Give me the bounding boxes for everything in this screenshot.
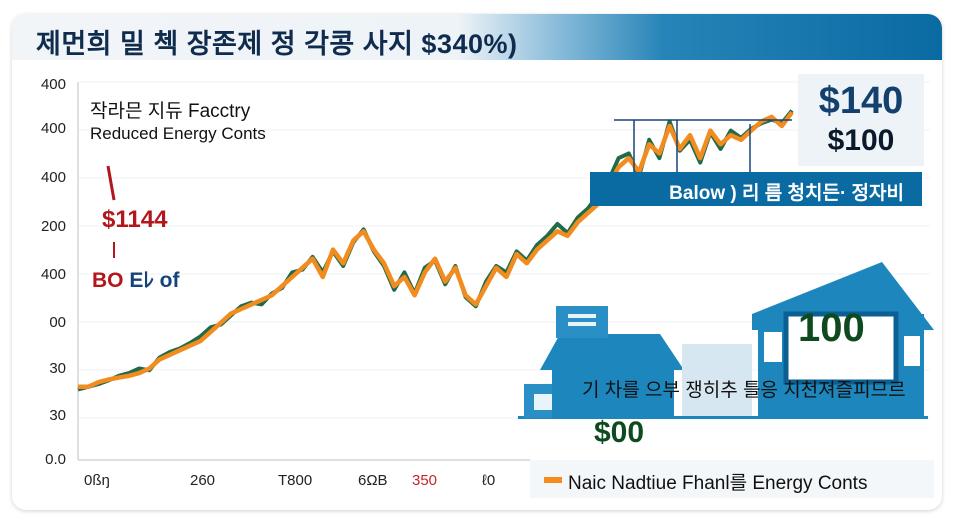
y-tick: 30: [49, 407, 66, 424]
price-small: $100: [827, 124, 895, 157]
factory-annotation-subtitle: Reduced Energy Conts: [90, 124, 266, 143]
bo-label-red: BO: [92, 269, 124, 292]
y-tick: 00: [49, 314, 66, 331]
price-big: $140: [818, 80, 904, 122]
y-tick: 400: [40, 169, 66, 186]
bo-label-blue: Eﾚ of: [129, 269, 180, 292]
houses-caption: 기 차를 으부 쟁히추 틀응 치천져즐피므르: [582, 380, 906, 401]
zero-price-label: $00: [594, 416, 645, 449]
x-tick: ℓ0: [482, 472, 496, 489]
y-tick: 400: [40, 76, 66, 93]
y-tick: 0.0: [45, 451, 66, 468]
title-bar: 제먼희 밀 첵 장존제 정 각콩 사지 $340%): [12, 14, 942, 60]
chart-card: 제먼희 밀 첵 장존제 정 각콩 사지 $340%): [12, 14, 942, 510]
y-tick: 400: [40, 266, 66, 283]
x-tick: T800: [278, 472, 313, 489]
series-orange-line: [78, 110, 794, 390]
y-tick: 400: [40, 120, 66, 137]
bo-label: BO Eﾚ of: [92, 264, 180, 294]
annotation-pointer: [106, 165, 116, 201]
red-price-label: $1144: [102, 206, 168, 233]
legend-swatch: [544, 477, 562, 483]
x-tick: 260: [190, 472, 216, 489]
y-tick: 30: [49, 360, 66, 377]
x-tick: 6ΩΒ: [358, 472, 388, 489]
chart-title: 제먼희 밀 첵 장존제 정 각콩 사지 $340%): [36, 29, 518, 59]
y-tick: 200: [40, 218, 66, 235]
houses-illustration: [518, 262, 934, 419]
factory-annotation-title: 작라믄 지듀 Facctry: [90, 101, 251, 122]
info-banner: Balow ) 리 름 청치든· 정자비: [590, 172, 922, 206]
line-chart: [77, 81, 934, 461]
x-tick: 0ßŋ: [84, 472, 110, 489]
x-tick-highlight: 350: [412, 472, 438, 489]
banner-text: Balow ) 리 름 청치든· 정자비: [669, 183, 904, 204]
legend: Naic Nadtiue Fhanl를 Energy Conts: [530, 460, 934, 498]
house-sign-value: 100: [798, 306, 865, 350]
price-box: $140 $100: [798, 74, 924, 166]
legend-label: Naic Nadtiue Fhanl를 Energy Conts: [568, 473, 868, 494]
